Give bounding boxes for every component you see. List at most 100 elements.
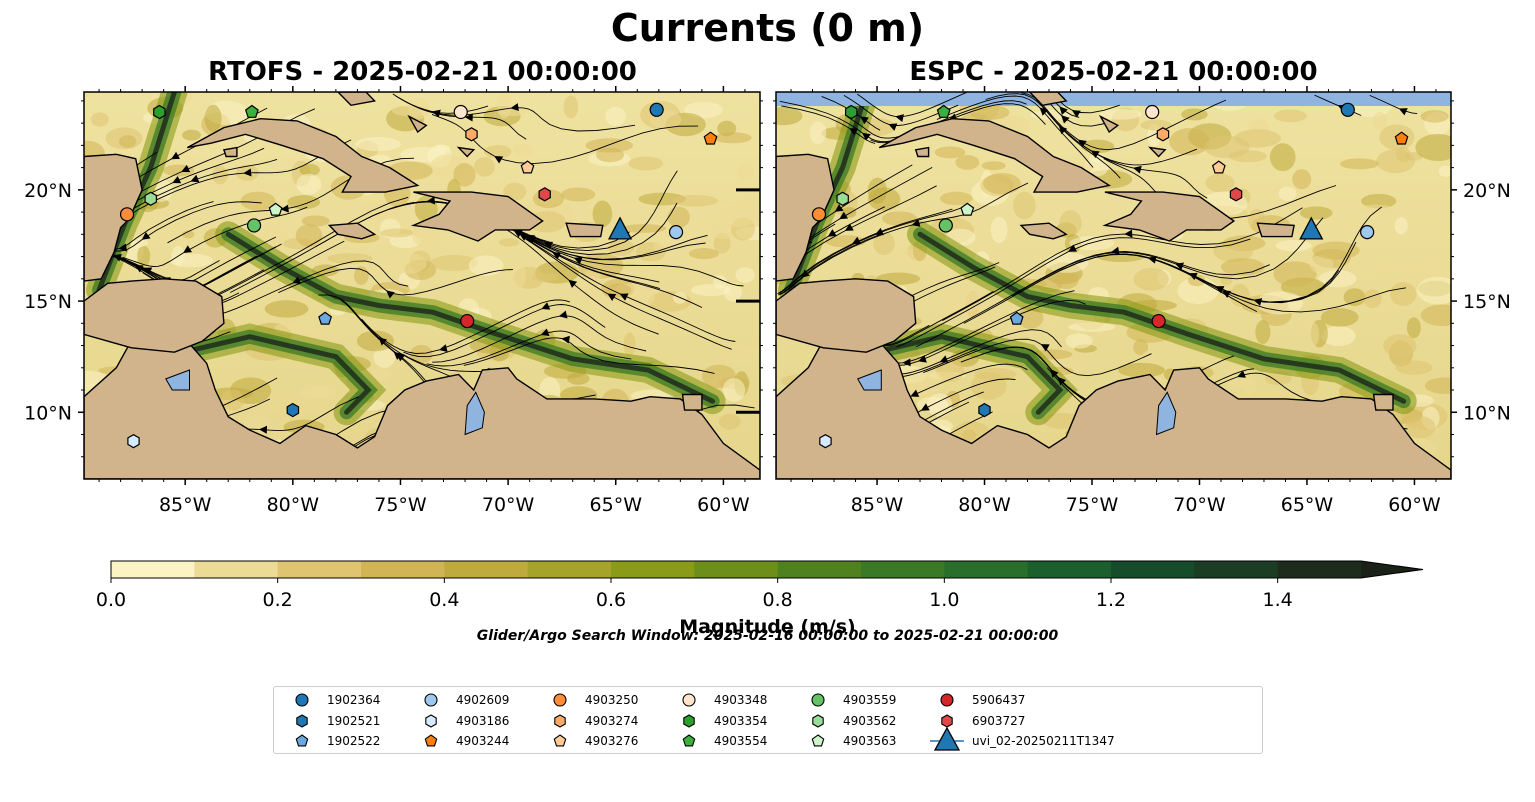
- x-tick-label: 65°W: [1281, 494, 1334, 516]
- land: [776, 318, 1451, 479]
- colorbar-segment: [1277, 561, 1362, 578]
- legend-label: 1902521: [327, 713, 381, 728]
- streamline-arrow: [1059, 106, 1068, 115]
- land: [327, 222, 377, 240]
- streamline-arrow: [393, 351, 403, 360]
- streamline-arrow: [552, 252, 562, 260]
- x-tick-label: 75°W: [1066, 494, 1119, 516]
- colorbar-outline: [110, 560, 1424, 579]
- colorbar-tick-label: 0.6: [596, 589, 626, 611]
- lake: [1155, 391, 1177, 436]
- legend-marker: [682, 734, 696, 747]
- legend-marker: [930, 726, 964, 751]
- x-tick-label: 65°W: [590, 494, 643, 516]
- streamline-arrow: [1237, 370, 1246, 378]
- streamline-arrow: [827, 229, 837, 237]
- x-tick-label: 80°W: [267, 494, 320, 516]
- streamline: [781, 105, 876, 144]
- legend-label: 1902522: [327, 734, 381, 748]
- x-tick-label: 60°W: [1388, 494, 1441, 516]
- streamline-arrow: [280, 204, 289, 213]
- streamline-arrow: [540, 328, 550, 336]
- streamline-arrow: [258, 425, 268, 434]
- streamline-arrow: [183, 245, 193, 253]
- colorbar-extend-arrow: [1361, 561, 1423, 578]
- y-tick-label: 20°N: [24, 180, 72, 202]
- land: [84, 153, 143, 282]
- legend-marker: [682, 693, 696, 707]
- legend-marker: [295, 693, 309, 707]
- streamline-arrow: [1040, 344, 1050, 352]
- streamline-arrow: [181, 164, 191, 173]
- colorbar-segment: [111, 561, 195, 578]
- marker-5906437: [460, 313, 475, 329]
- land: [878, 117, 1112, 193]
- panel-title-espc: ESPC - 2025-02-21 00:00:00: [909, 57, 1318, 87]
- panel-rtofs: 85°W 80°W 75°W 70°W 65°W 60°W 10°N 15°N 20°N: [24, 86, 763, 516]
- streamline-arrow: [561, 335, 570, 344]
- streamline-arrow: [862, 132, 871, 141]
- streamline-arrow: [1061, 115, 1070, 124]
- legend-label: 4903554: [714, 734, 768, 748]
- land: [1148, 146, 1167, 158]
- streamline-arrow: [541, 302, 551, 310]
- streamline-arrow: [1147, 255, 1157, 264]
- land: [1019, 222, 1068, 240]
- streamline-arrow: [573, 256, 583, 265]
- land: [407, 114, 428, 134]
- marker-4903354: [153, 104, 166, 120]
- streamline-arrow: [172, 175, 182, 184]
- land: [565, 222, 604, 238]
- y-tick-label: 10°N: [24, 402, 72, 424]
- panel-espc: 85°W 80°W 75°W 70°W 65°W 60°W 10°N 15°N 20°N: [773, 86, 1511, 516]
- marker-6903727: [1229, 187, 1243, 202]
- legend-marker: [941, 713, 953, 728]
- lake: [464, 391, 485, 436]
- legend-marker: [424, 693, 438, 707]
- legend-label: 4903244: [456, 734, 510, 748]
- land: [914, 146, 930, 158]
- legend-label: 5906437: [972, 693, 1026, 707]
- land: [776, 153, 835, 282]
- streamline-arrow: [1090, 150, 1100, 159]
- streamline-arrow: [426, 196, 436, 205]
- y-tick-label: 20°N: [1463, 180, 1511, 202]
- land: [681, 393, 703, 411]
- marker-4903348: [1145, 104, 1160, 120]
- legend-marker: [683, 713, 695, 728]
- marker-4903274: [465, 127, 478, 142]
- land: [337, 92, 377, 107]
- streamline-arrow: [118, 243, 128, 252]
- colorbar-tick-label: 0.4: [429, 589, 459, 611]
- marker-1902522: [318, 311, 333, 325]
- marker-4902609: [668, 225, 684, 240]
- colorbar-segment: [1027, 561, 1112, 578]
- colorbar-segment: [611, 561, 695, 578]
- colorbar-segment: [277, 561, 362, 578]
- legend-marker: [940, 693, 954, 707]
- marker-4902609: [1360, 225, 1375, 240]
- streamline-arrow: [568, 279, 578, 288]
- colorbar-label: Magnitude (m/s): [679, 616, 856, 638]
- streamline-arrow: [844, 223, 854, 231]
- colorbar-segment: [1194, 561, 1279, 578]
- streamline: [777, 208, 953, 295]
- streamline-arrow: [292, 276, 302, 284]
- streamline: [1369, 94, 1418, 115]
- streamline-arrow: [607, 293, 617, 302]
- streamline-arrow: [920, 403, 930, 411]
- land: [456, 146, 476, 158]
- legend-marker: [295, 734, 309, 747]
- colorbar-tick-label: 0.2: [263, 589, 293, 611]
- legend-label: uvi_02-20250211T1347: [972, 734, 1115, 748]
- colorbar-segment: [1111, 561, 1195, 578]
- streamline-arrow: [464, 113, 473, 122]
- land: [84, 318, 760, 479]
- streamline-arrow: [243, 168, 252, 177]
- marker-1902364: [1340, 102, 1355, 117]
- land: [1028, 92, 1068, 107]
- streamline-arrow: [1175, 262, 1184, 271]
- land: [186, 117, 420, 193]
- legend-marker: [811, 734, 825, 747]
- lake: [856, 369, 882, 391]
